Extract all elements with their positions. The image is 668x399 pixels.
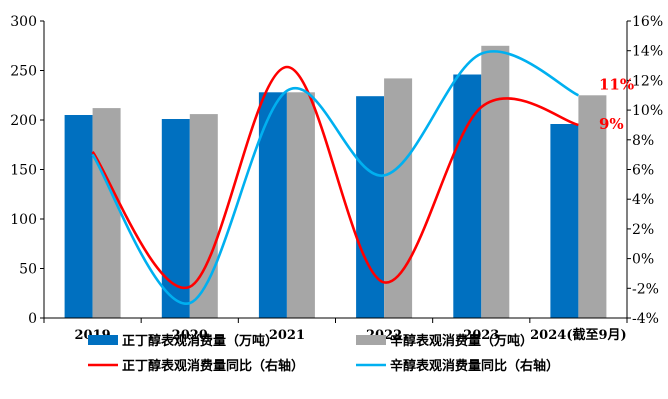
right-tick-label: 4% bbox=[632, 192, 654, 208]
data-label: 11% bbox=[599, 75, 634, 93]
right-tick-label: 6% bbox=[632, 163, 654, 179]
right-tick-label: 14% bbox=[632, 44, 663, 60]
bar-2 bbox=[481, 45, 510, 319]
left-tick-label: 200 bbox=[10, 113, 37, 129]
right-tick-label: 10% bbox=[632, 103, 663, 119]
legend-label-3: 正丁醇表观消费量同比（右轴） bbox=[122, 358, 304, 374]
legend-swatch-1 bbox=[88, 335, 118, 345]
bar-1 bbox=[453, 74, 482, 318]
right-tick-label: 0% bbox=[632, 252, 654, 268]
left-tick-label: 250 bbox=[10, 64, 37, 80]
right-tick-label: 8% bbox=[632, 133, 654, 149]
bar-1 bbox=[258, 92, 287, 318]
bar-1 bbox=[356, 96, 385, 318]
bar-2 bbox=[384, 78, 413, 319]
data-label: 9% bbox=[599, 115, 624, 133]
bar-1 bbox=[550, 124, 579, 318]
right-tick-label: 12% bbox=[632, 73, 663, 89]
left-tick-label: 150 bbox=[10, 163, 37, 179]
left-tick-label: 100 bbox=[10, 212, 37, 228]
x-tick-label: 2023 bbox=[463, 328, 499, 343]
right-tick-label: 2% bbox=[632, 222, 654, 238]
axes: 0 50 100 150 200 250 300 -4% -2% 0% 2% 4% 6% 8% 10% 12%… bbox=[10, 14, 663, 343]
series-line-3 bbox=[91, 65, 579, 290]
right-tick-label: -2% bbox=[632, 281, 659, 297]
series-line-4 bbox=[91, 50, 579, 305]
line-layer bbox=[91, 50, 579, 305]
left-tick-label: 300 bbox=[10, 14, 37, 30]
bar-2 bbox=[578, 95, 607, 319]
right-tick-label: 16% bbox=[632, 14, 663, 30]
bar-layer bbox=[64, 45, 607, 319]
legend-label-4: 辛醇表观消费量同比（右轴） bbox=[390, 358, 559, 374]
legend-swatch-2 bbox=[356, 335, 386, 345]
right-tick-label: -4% bbox=[632, 311, 659, 327]
bar-2 bbox=[92, 108, 121, 318]
left-tick-label: 50 bbox=[19, 262, 37, 278]
legend-label-1: 正丁醇表观消费量（万吨） bbox=[122, 333, 278, 349]
x-tick-label: 2024(截至9月) bbox=[530, 327, 627, 343]
annotations: 11% 9% bbox=[599, 75, 634, 133]
x-tick-label: 2020 bbox=[172, 328, 208, 343]
legend-label-2: 辛醇表观消费量（万吨） bbox=[390, 333, 533, 349]
bar-1 bbox=[64, 115, 93, 318]
x-tick-label: 2021 bbox=[269, 328, 305, 343]
bar-2 bbox=[286, 92, 315, 318]
left-tick-label: 0 bbox=[28, 311, 37, 327]
legend: 正丁醇表观消费量（万吨） 辛醇表观消费量（万吨） 正丁醇表观消费量同比（右轴） 辛醇表… bbox=[88, 333, 559, 374]
